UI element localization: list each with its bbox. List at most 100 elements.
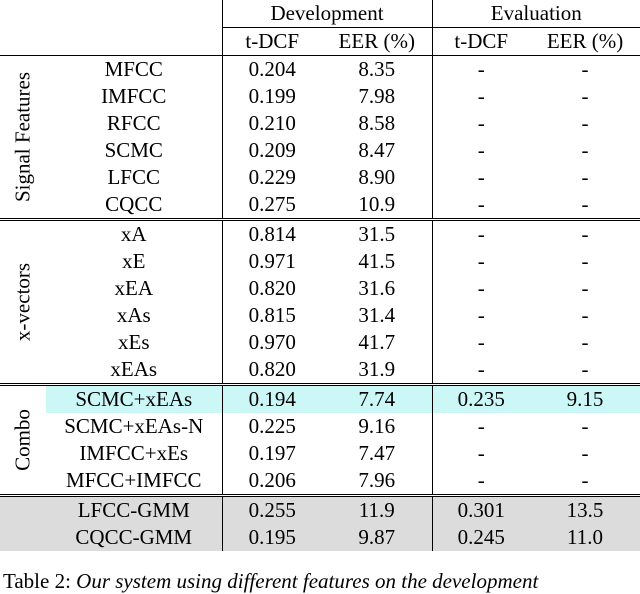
group-label: x-vectors [10, 262, 35, 342]
dev-eer-value: 31.6 [358, 276, 396, 300]
dev-eer-value: 7.47 [358, 441, 396, 465]
dev-tdcf-value: 0.210 [221, 110, 322, 137]
dev-tdcf-value: 0.971 [221, 248, 322, 275]
eval-eer-value: - [581, 441, 589, 465]
eval-tdcf-value: 0.245 [431, 524, 531, 551]
feature-name: IMFCC+xEs [79, 441, 189, 465]
table-row: xAs 0.815 31.4 - - [0, 302, 640, 329]
table-row: xEA 0.820 31.6 - - [0, 275, 640, 302]
dev-eer-value: 31.9 [358, 357, 396, 381]
dev-eer-value: 8.58 [358, 111, 396, 135]
header-evaluation: Evaluation [431, 0, 640, 28]
dev-eer-value: 10.9 [358, 192, 396, 216]
feature-name: MFCC+IMFCC [65, 468, 202, 492]
dev-tdcf-value: 0.195 [221, 524, 322, 551]
dev-eer-value: 11.9 [322, 494, 433, 524]
feature-name: xA [46, 218, 222, 248]
baseline-name: CQCC-GMM [46, 524, 222, 551]
dev-tdcf-value: 0.820 [221, 275, 322, 302]
dev-eer-value: 31.4 [358, 303, 396, 327]
eval-eer-value: 9.15 [530, 383, 640, 413]
group-label-cell: Signal Features [0, 55, 46, 220]
dev-eer-value: 7.98 [358, 84, 396, 108]
feature-name: CQCC [105, 192, 163, 216]
dev-tdcf-value: 0.815 [221, 302, 322, 329]
dev-tdcf-value: 0.820 [221, 356, 322, 385]
feature-name: MFCC [46, 55, 222, 83]
eval-tdcf-value: - [431, 137, 531, 164]
eval-tdcf-value: - [431, 275, 531, 302]
dev-tdcf-value: 0.970 [221, 329, 322, 356]
eval-tdcf-value: 0.235 [431, 383, 531, 413]
eval-eer-value: 11.0 [530, 524, 640, 551]
dev-tdcf-value: 0.255 [221, 494, 322, 524]
feature-name: xE [122, 249, 146, 273]
caption-label: Table 2: [3, 569, 71, 593]
dev-tdcf-value: 0.225 [221, 413, 322, 440]
table-row: Signal Features MFCC 0.204 8.35- - [0, 55, 640, 220]
eval-eer-value: - [581, 357, 589, 381]
table-row: Combo SCMC+xEAs 0.194 7.74 0.235 9.15 [0, 383, 640, 496]
dev-tdcf-value: 0.275 [221, 191, 322, 220]
eval-eer-value: - [530, 55, 640, 83]
eval-tdcf-value: - [431, 218, 531, 248]
dev-tdcf-value: 0.209 [221, 137, 322, 164]
feature-name: SCMC [104, 138, 163, 162]
eval-tdcf-value: - [431, 467, 531, 496]
baseline-row: CQCC-GMM 0.195 9.87 0.245 11.0 [0, 524, 640, 551]
eval-eer-value: - [581, 276, 589, 300]
table-row: IMFCC+xEs 0.197 7.47 - - [0, 440, 640, 467]
eval-tdcf-value: - [431, 55, 531, 83]
dev-tdcf-value: 0.197 [221, 440, 322, 467]
eval-tdcf-value: 0.301 [431, 494, 531, 524]
feature-name: LFCC [107, 165, 161, 189]
eval-eer-value: - [581, 468, 589, 492]
table-row: CQCC 0.275 10.9 - - [0, 191, 640, 220]
eval-tdcf-value: - [431, 110, 531, 137]
feature-name: IMFCC [101, 84, 167, 108]
feature-name: xAs [116, 303, 151, 327]
eval-eer-value: - [581, 249, 589, 273]
dev-tdcf-value: 0.199 [221, 83, 322, 110]
dev-eer-value: 8.47 [358, 138, 396, 162]
table-row: xEs 0.970 41.7 - - [0, 329, 640, 356]
header-dev-eer: EER (%) [322, 27, 433, 56]
group-label: Signal Features [10, 71, 35, 203]
dev-eer-value: 8.35 [322, 55, 433, 83]
dev-tdcf-value: 0.204 [221, 55, 322, 83]
dev-eer-value: 8.90 [358, 165, 396, 189]
eval-eer-value: - [530, 218, 640, 248]
header-row-1: Development Evaluation [0, 0, 640, 28]
results-table: Development Evaluation t-DCF EER (%) t-D… [0, 0, 640, 551]
feature-name: SCMC+xEAs [46, 383, 222, 413]
eval-eer-value: 13.5 [530, 494, 640, 524]
table-row: IMFCC 0.199 7.98 - - [0, 83, 640, 110]
eval-eer-value: - [581, 414, 589, 438]
eval-eer-value: - [581, 84, 589, 108]
dev-eer-value: 41.7 [358, 330, 396, 354]
table-row: LFCC 0.229 8.90 - - [0, 164, 640, 191]
table-row: xE 0.971 41.5 - - [0, 248, 640, 275]
group-label-cell: Combo [0, 383, 46, 496]
table-caption: Table 2: Our system using different feat… [3, 569, 538, 594]
header-eval-eer: EER (%) [530, 27, 640, 56]
eval-tdcf-value: - [431, 413, 531, 440]
eval-eer-value: - [581, 303, 589, 327]
eval-tdcf-value: - [431, 191, 531, 220]
group-label-cell: x-vectors [0, 218, 46, 385]
caption-text: Our system using different features on t… [76, 569, 539, 593]
table-row: SCMC 0.209 8.47 - - [0, 137, 640, 164]
eval-eer-value: - [581, 111, 589, 135]
dev-eer-value: 9.16 [358, 414, 396, 438]
dev-eer-value: 41.5 [358, 249, 396, 273]
table-row: MFCC+IMFCC 0.206 7.96 - - [0, 467, 640, 496]
dev-eer-value: 31.5 [322, 218, 433, 248]
group-label: Combo [10, 409, 35, 471]
dev-tdcf-value: 0.206 [221, 467, 322, 496]
dev-eer-value: 7.96 [358, 468, 396, 492]
feature-name: xEs [118, 330, 150, 354]
header-dev-tdcf: t-DCF [221, 27, 322, 56]
eval-eer-value: - [581, 165, 589, 189]
feature-name: xEAs [110, 357, 158, 381]
eval-eer-value: - [581, 330, 589, 354]
